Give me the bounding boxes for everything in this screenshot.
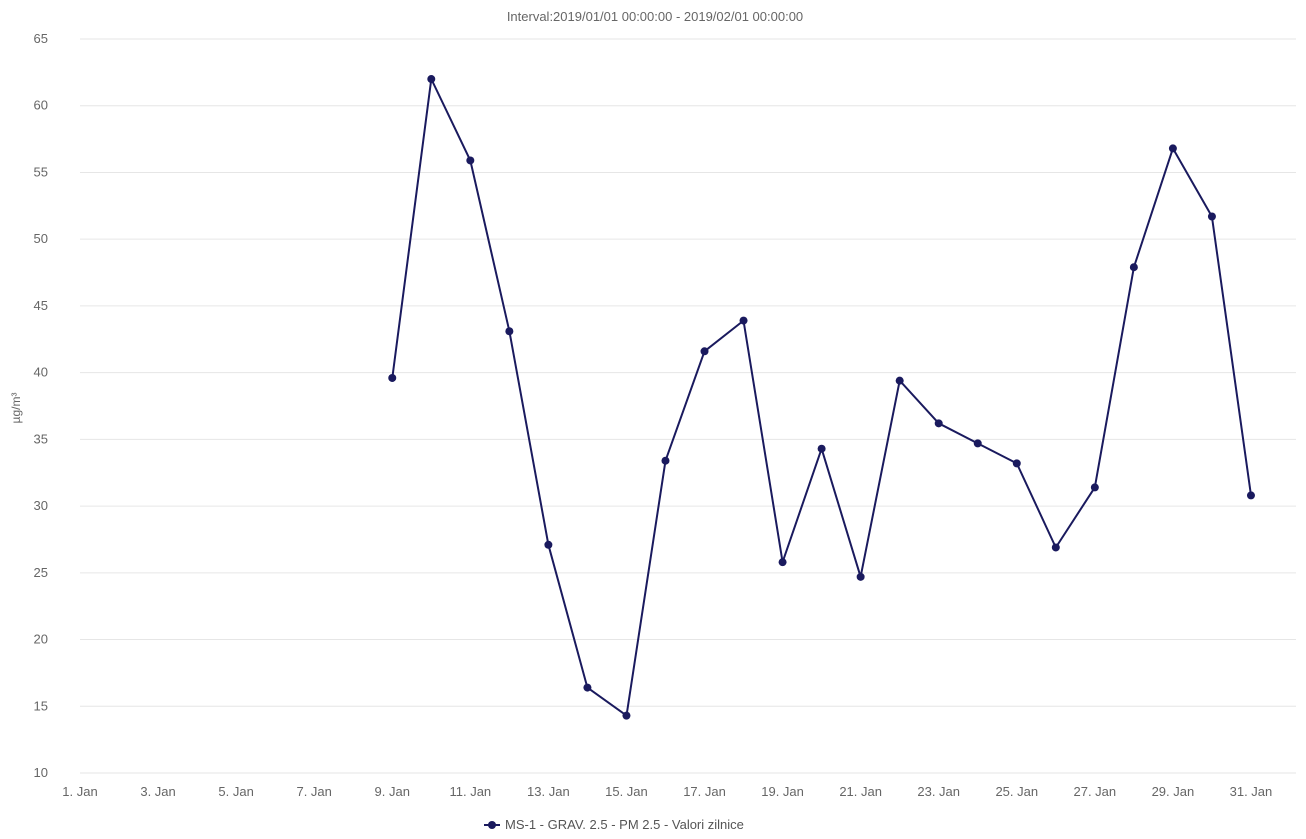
legend[interactable]: MS-1 - GRAV. 2.5 - PM 2.5 - Valori zilni…	[484, 817, 744, 832]
y-tick-label: 10	[34, 765, 48, 780]
x-tick-label: 1. Jan	[62, 784, 97, 799]
data-point[interactable]	[1051, 543, 1060, 552]
x-tick-label: 31. Jan	[1230, 784, 1273, 799]
data-point[interactable]	[817, 444, 826, 453]
data-point[interactable]	[973, 439, 982, 448]
x-tick-label: 17. Jan	[683, 784, 726, 799]
data-point[interactable]	[1090, 483, 1099, 492]
data-point[interactable]	[895, 376, 904, 385]
data-point[interactable]	[1012, 459, 1021, 468]
y-tick-label: 20	[34, 632, 48, 647]
legend-item[interactable]: MS-1 - GRAV. 2.5 - PM 2.5 - Valori zilni…	[484, 817, 744, 832]
x-tick-label: 21. Jan	[839, 784, 882, 799]
data-point[interactable]	[1129, 263, 1138, 272]
x-tick-label: 23. Jan	[917, 784, 960, 799]
y-tick-label: 55	[34, 164, 48, 179]
gridlines	[80, 38, 1296, 774]
y-tick-label: 50	[34, 231, 48, 246]
x-tick-label: 11. Jan	[449, 784, 491, 799]
data-point[interactable]	[583, 683, 592, 692]
series-layer	[388, 75, 1255, 720]
data-point[interactable]	[427, 75, 436, 84]
data-point[interactable]	[466, 156, 475, 165]
y-axis-title: µg/m³	[9, 393, 23, 424]
data-point[interactable]	[544, 540, 553, 549]
x-tick-label: 5. Jan	[218, 784, 253, 799]
data-point[interactable]	[661, 456, 670, 465]
x-tick-label: 9. Jan	[375, 784, 410, 799]
data-point[interactable]	[1246, 491, 1255, 500]
legend-label: MS-1 - GRAV. 2.5 - PM 2.5 - Valori zilni…	[505, 817, 744, 832]
x-tick-label: 19. Jan	[761, 784, 804, 799]
data-point[interactable]	[856, 572, 865, 581]
y-tick-label: 60	[34, 98, 48, 113]
data-point[interactable]	[934, 419, 943, 428]
x-tick-label: 3. Jan	[140, 784, 175, 799]
y-tick-label: 30	[34, 498, 48, 513]
data-point[interactable]	[1168, 144, 1177, 153]
x-tick-label: 13. Jan	[527, 784, 570, 799]
data-point[interactable]	[622, 711, 631, 720]
y-tick-label: 45	[34, 298, 48, 313]
data-point[interactable]	[739, 316, 748, 325]
y-axis-ticks: 10 15 20 25 30 35 40 45 50 55 60 65	[34, 31, 48, 780]
x-axis-ticks: 1. Jan 3. Jan 5. Jan 7. Jan 9. Jan 11. Jan 13.…	[62, 784, 1272, 799]
data-point[interactable]	[778, 558, 787, 567]
y-tick-label: 65	[34, 31, 48, 46]
series-0	[388, 75, 1255, 720]
x-tick-label: 29. Jan	[1152, 784, 1195, 799]
x-tick-label: 25. Jan	[995, 784, 1038, 799]
x-tick-label: 15. Jan	[605, 784, 648, 799]
data-point[interactable]	[505, 327, 514, 336]
x-tick-label: 7. Jan	[296, 784, 331, 799]
x-tick-label: 27. Jan	[1074, 784, 1117, 799]
y-tick-label: 35	[34, 431, 48, 446]
series-line	[391, 78, 1252, 717]
legend-marker-icon	[488, 821, 496, 829]
data-point[interactable]	[1207, 212, 1216, 221]
y-tick-label: 40	[34, 365, 48, 380]
data-point[interactable]	[700, 347, 709, 356]
chart-subtitle: Interval:2019/01/01 00:00:00 - 2019/02/0…	[507, 9, 803, 24]
data-point[interactable]	[388, 373, 397, 382]
y-tick-label: 15	[34, 698, 48, 713]
y-tick-label: 25	[34, 565, 48, 580]
